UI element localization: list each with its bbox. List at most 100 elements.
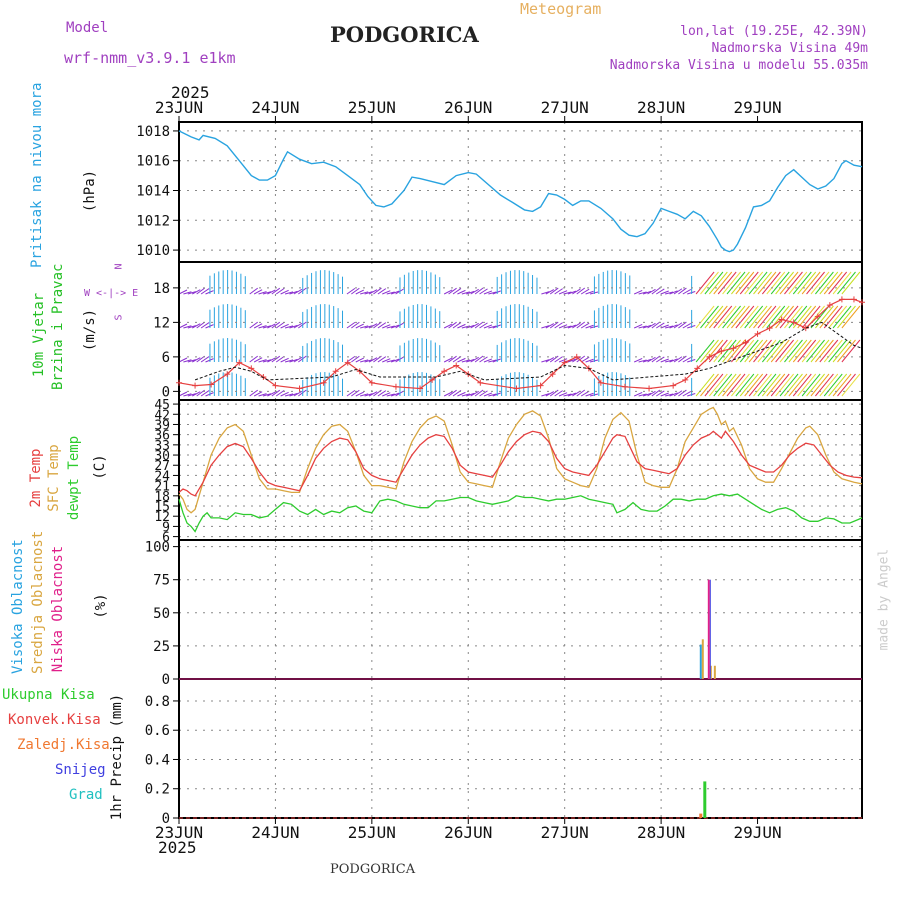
wind-barb xyxy=(784,305,803,329)
wind-speed-point xyxy=(417,385,424,392)
wind-barb xyxy=(541,291,550,295)
wind-barb xyxy=(572,288,581,295)
wind-barb xyxy=(541,393,550,397)
wind-barb xyxy=(788,373,808,397)
wind-barb xyxy=(284,291,294,295)
wind-barb xyxy=(801,305,821,329)
wind-speed-point xyxy=(296,385,303,392)
wind-barb xyxy=(828,339,848,363)
high-cloud-label: Visoka Oblacnost xyxy=(10,539,26,674)
wind-speed-point xyxy=(453,362,460,369)
wind-label-2: Brzina i Pravac xyxy=(50,263,66,390)
precip-tick-label: 0.2 xyxy=(145,782,170,798)
wind-barb xyxy=(673,322,683,329)
wind-barb xyxy=(187,291,196,295)
wind-barb xyxy=(183,359,192,363)
wind-barb xyxy=(823,271,843,295)
temperature-tick-label: 21 xyxy=(154,480,170,495)
model-name: wrf-nmm_v3.9.1 e1km xyxy=(64,49,236,67)
wind-barb xyxy=(488,359,497,363)
wind-barb xyxy=(249,287,259,295)
wind-barb xyxy=(275,287,285,295)
wind-barb xyxy=(258,359,267,363)
wind-barb xyxy=(466,358,475,363)
wind-barb xyxy=(382,392,391,397)
bottom-date-label: 24JUN xyxy=(251,823,299,842)
wind-barb xyxy=(351,389,360,397)
wind-speed-point xyxy=(192,382,199,389)
wind-barb xyxy=(192,323,201,329)
wind-barb xyxy=(289,324,298,329)
cloud-bar xyxy=(709,665,712,679)
wind-barb xyxy=(837,305,856,329)
wind-barb xyxy=(541,325,550,329)
wind-barb xyxy=(452,322,462,329)
wind-barb xyxy=(744,271,764,295)
wind-barb xyxy=(558,358,568,363)
wind-barb xyxy=(770,373,790,397)
wind-speed-point xyxy=(766,325,773,332)
wind-barb xyxy=(788,305,808,329)
wind-barb xyxy=(731,271,750,295)
wind-barb xyxy=(545,323,555,329)
temperature-tick-label: 9 xyxy=(162,520,170,535)
top-date-label: 28JUN xyxy=(637,98,685,117)
wind-barb xyxy=(810,271,830,295)
wind-barb xyxy=(267,391,276,397)
wind-barb xyxy=(739,373,759,397)
wind-barb xyxy=(837,339,856,363)
wind-speed-point xyxy=(344,359,351,366)
top-date-label: 24JUN xyxy=(251,98,299,117)
wind-barb xyxy=(258,291,267,295)
wind-speed-point xyxy=(730,345,737,352)
temperature-tick-label: 36 xyxy=(154,429,170,444)
wind-barb xyxy=(651,321,661,329)
wind-barb xyxy=(828,373,848,397)
temperature-tick-label: 42 xyxy=(154,408,170,423)
wind-speed-point xyxy=(477,379,484,386)
wind-speed-point xyxy=(441,368,448,375)
wind-barb xyxy=(390,290,400,295)
wind-barb xyxy=(731,339,750,363)
wind-barb xyxy=(554,288,563,295)
wind-barb xyxy=(700,305,719,329)
wind-speed-point xyxy=(320,379,327,386)
wind-barb xyxy=(700,339,719,363)
wind-barb xyxy=(580,322,590,329)
wind-barb xyxy=(828,271,848,295)
wind-barb xyxy=(823,305,843,329)
wind-barb xyxy=(815,339,834,363)
wind-barb xyxy=(457,289,466,295)
wind-speed-point xyxy=(561,359,568,366)
wind-barb xyxy=(810,373,830,397)
wind-barb xyxy=(806,271,825,295)
wind-barb xyxy=(717,271,737,295)
wind-barb xyxy=(642,358,652,363)
wind-barb xyxy=(656,322,665,329)
wind-barb xyxy=(682,289,692,295)
wind-barb xyxy=(183,393,192,397)
wind-barb xyxy=(200,390,210,397)
wind-barb xyxy=(390,324,400,329)
wind-barb xyxy=(841,271,861,295)
wind-barb xyxy=(253,289,263,295)
wind-barb xyxy=(289,392,298,397)
precip-tick-label: 0.6 xyxy=(145,723,170,739)
wind-barb xyxy=(364,359,373,363)
wind-barb xyxy=(748,305,768,329)
wind-speed-point xyxy=(754,330,761,337)
wind-barb xyxy=(479,356,488,363)
wind-barb xyxy=(196,321,205,329)
wind-barb xyxy=(448,389,457,397)
wind-barb xyxy=(797,339,817,363)
wind-speed-point xyxy=(208,381,215,388)
wind-speed-point xyxy=(368,379,375,386)
wind-barb xyxy=(368,323,378,329)
wind-barb xyxy=(766,373,786,397)
wind-barb xyxy=(823,373,843,397)
wind-barb xyxy=(766,339,786,363)
wind-barb xyxy=(744,305,764,329)
wind-barb xyxy=(819,373,839,397)
wind-barb xyxy=(262,393,272,397)
temp-2m-line xyxy=(178,430,863,497)
